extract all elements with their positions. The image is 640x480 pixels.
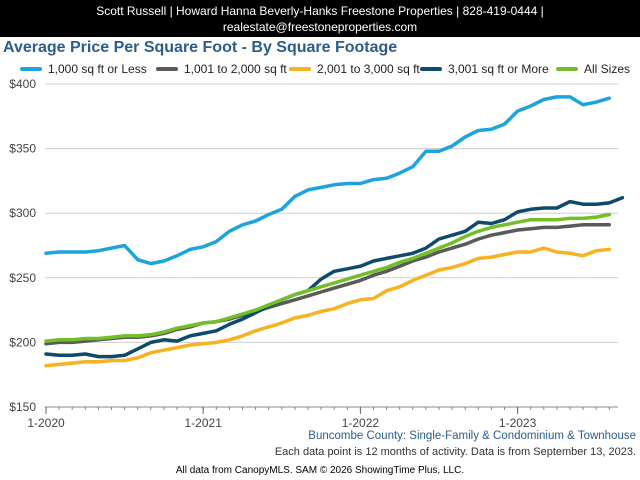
agent-banner: Scott Russell | Howard Hanna Beverly-Han… (0, 0, 640, 37)
series-line (44, 212, 612, 343)
y-tick-label: $350 (9, 142, 36, 156)
x-tick-label: 1-2023 (499, 416, 537, 430)
legend-item: 2,001 to 3,000 sq ft (289, 62, 420, 76)
y-tick-label: $200 (9, 335, 36, 349)
legend-item: All Sizes (556, 62, 630, 76)
y-tick-label: $250 (9, 271, 36, 285)
legend-swatch (156, 67, 178, 71)
x-tick-label: 1-2021 (185, 416, 223, 430)
legend-item: 1,001 to 2,000 sq ft (156, 62, 287, 76)
series-line (44, 246, 612, 368)
x-tick-label: 1-2020 (27, 416, 65, 430)
legend-swatch (289, 67, 311, 71)
x-tick-label: 1-2022 (342, 416, 380, 430)
y-tick-label: $400 (9, 77, 36, 91)
legend-swatch (556, 67, 578, 71)
legend-swatch (20, 67, 42, 71)
banner-line-2: realestate@freestoneproperties.com (222, 20, 418, 34)
series-line (44, 95, 612, 266)
y-tick-label: $300 (9, 206, 36, 220)
legend-label: 2,001 to 3,000 sq ft (317, 62, 420, 76)
legend-item: 1,000 sq ft or Less (20, 62, 147, 76)
chart-subtitle: Buncombe County: Single-Family & Condomi… (308, 430, 636, 442)
y-tick-label: $150 (9, 400, 36, 414)
chart-legend: 1,000 sq ft or Less 1,001 to 2,000 sq ft… (0, 62, 640, 80)
legend-label: 3,001 sq ft or More (448, 62, 549, 76)
legend-item: 3,001 sq ft or More (420, 62, 549, 76)
chart-title: Average Price Per Square Foot - By Squar… (3, 39, 398, 56)
legend-swatch (420, 67, 442, 71)
footer-credit: All data from CanopyMLS. SAM © 2026 Show… (175, 465, 465, 476)
series-line (44, 195, 625, 359)
legend-label: 1,001 to 2,000 sq ft (184, 62, 287, 76)
legend-label: 1,000 sq ft or Less (48, 62, 147, 76)
banner-line-1: Scott Russell | Howard Hanna Beverly-Han… (96, 4, 544, 18)
data-note: Each data point is 12 months of activity… (274, 446, 636, 458)
legend-label: All Sizes (584, 62, 631, 76)
